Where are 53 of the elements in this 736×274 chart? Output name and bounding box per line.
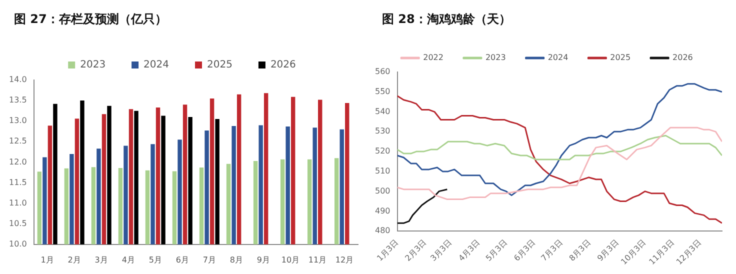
x-tick-label: 4月 bbox=[122, 255, 135, 264]
legend-label: 2023 bbox=[80, 60, 106, 71]
x-tick-label: 11月 bbox=[308, 255, 327, 264]
x-tick-label: 2月 bbox=[68, 255, 81, 264]
x-tick-label: 4月3日 bbox=[456, 238, 482, 263]
legend-label: 2024 bbox=[548, 53, 568, 62]
chart-title: 图 27：存栏及预测（亿只） bbox=[14, 11, 167, 28]
legend-label: 2023 bbox=[485, 53, 506, 62]
x-tick-label: 9月 bbox=[256, 255, 270, 264]
x-tick-label: 2月3日 bbox=[403, 238, 428, 263]
y-tick-label: 10.5 bbox=[9, 218, 27, 228]
x-tick-label: 6月 bbox=[176, 255, 189, 264]
y-tick-label: 530 bbox=[374, 126, 390, 136]
x-tick-label: 10月 bbox=[281, 255, 300, 264]
x-tick-label: 8月3日 bbox=[568, 238, 592, 263]
x-tick-label: 7月3日 bbox=[539, 238, 564, 263]
y-tick-label: 480 bbox=[374, 226, 390, 236]
chart-title: 图 28：淘鸡鸡龄（天） bbox=[382, 11, 511, 28]
legend-label: 2022 bbox=[423, 53, 444, 62]
legend-label: 2025 bbox=[610, 53, 631, 62]
x-tick-label: 11月3日 bbox=[647, 238, 676, 266]
x-tick-label: 5月 bbox=[148, 255, 162, 264]
legend-label: 2024 bbox=[144, 60, 170, 71]
legend-label: 2026 bbox=[672, 53, 693, 62]
x-tick-label: 7月 bbox=[202, 255, 216, 264]
y-tick-label: 520 bbox=[374, 146, 390, 156]
y-tick-label: 10.0 bbox=[9, 239, 27, 248]
legend-label: 2026 bbox=[270, 60, 296, 71]
x-tick-label: 5月3日 bbox=[484, 238, 509, 263]
x-tick-label: 1月3日 bbox=[375, 238, 400, 263]
x-tick-label: 10月3日 bbox=[619, 238, 648, 266]
y-tick-label: 490 bbox=[374, 206, 390, 216]
x-tick-label: 8月 bbox=[230, 255, 243, 264]
y-tick-label: 550 bbox=[374, 86, 390, 96]
x-tick-label: 3月3日 bbox=[428, 238, 454, 263]
x-tick-label: 9月3日 bbox=[596, 238, 621, 263]
y-tick-label: 560 bbox=[374, 67, 390, 76]
y-tick-label: 13.0 bbox=[9, 116, 27, 126]
y-tick-label: 14.0 bbox=[9, 75, 27, 84]
x-tick-label: 6月3日 bbox=[512, 238, 538, 263]
x-tick-label: 1月 bbox=[40, 255, 54, 264]
y-tick-label: 510 bbox=[374, 166, 390, 176]
y-tick-label: 12.0 bbox=[9, 157, 27, 166]
x-tick-label: 3月 bbox=[94, 255, 108, 264]
x-tick-label: 12月3日 bbox=[674, 238, 704, 266]
x-tick-label: 12月 bbox=[335, 255, 354, 264]
y-tick-label: 13.5 bbox=[9, 96, 27, 105]
y-tick-label: 11.0 bbox=[9, 198, 27, 208]
y-tick-label: 11.5 bbox=[9, 178, 27, 187]
y-tick-label: 500 bbox=[374, 186, 390, 196]
y-tick-label: 540 bbox=[374, 106, 390, 116]
y-tick-label: 12.5 bbox=[9, 136, 27, 146]
legend-label: 2025 bbox=[207, 60, 232, 71]
